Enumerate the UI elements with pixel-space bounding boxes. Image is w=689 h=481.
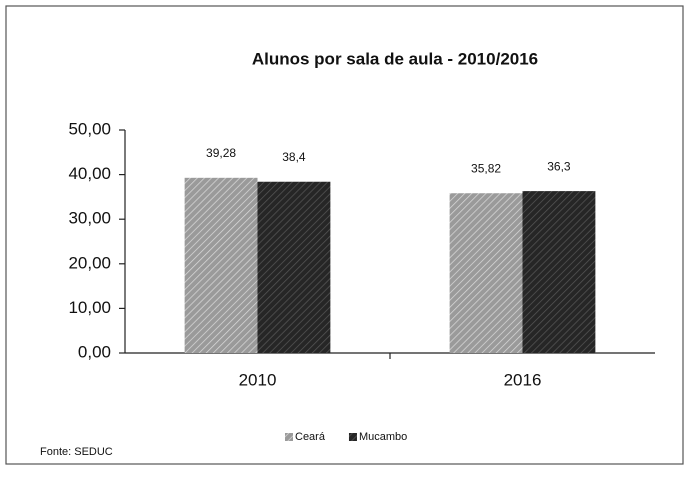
value-label: 35,82: [471, 161, 501, 175]
legend-label: Mucambo: [359, 431, 407, 443]
y-tick-label: 10,00: [68, 298, 111, 317]
legend-label: Ceará: [295, 431, 326, 443]
value-label: 36,3: [547, 159, 571, 173]
y-tick-label: 20,00: [68, 253, 111, 272]
y-tick-label: 50,00: [68, 119, 111, 138]
bar: [184, 177, 258, 353]
bar: [522, 191, 596, 353]
source-note: Fonte: SEDUC: [40, 446, 113, 458]
bar: [257, 181, 331, 353]
x-tick-label: 2016: [504, 370, 542, 389]
y-tick-label: 40,00: [68, 164, 111, 183]
bar: [449, 193, 523, 353]
y-tick-label: 0,00: [78, 342, 111, 361]
legend-swatch: [348, 433, 357, 441]
chart-title: Alunos por sala de aula - 2010/2016: [252, 49, 538, 68]
value-label: 38,4: [282, 150, 306, 164]
legend-swatch: [285, 433, 293, 441]
value-label: 39,28: [206, 146, 236, 160]
y-tick-label: 30,00: [68, 209, 111, 228]
x-tick-label: 2010: [239, 370, 277, 389]
